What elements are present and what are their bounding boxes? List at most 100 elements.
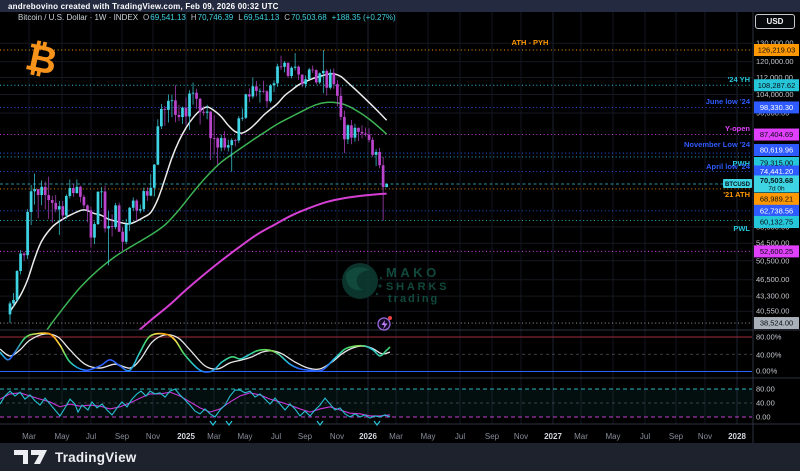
svg-text:Mar: Mar <box>389 432 403 441</box>
svg-text:120,000.00: 120,000.00 <box>756 57 794 66</box>
svg-text:Nov: Nov <box>146 432 160 441</box>
watermark-line2: SHARKS <box>386 281 449 293</box>
svg-text:40.00%: 40.00% <box>756 351 782 360</box>
open-label: O <box>143 13 150 22</box>
svg-text:June low '24: June low '24 <box>706 97 751 106</box>
close-value: 70,503.68 <box>291 13 327 22</box>
svg-text:2028: 2028 <box>728 432 746 441</box>
low-value: 69,541.13 <box>243 13 280 22</box>
svg-text:104,000.00: 104,000.00 <box>756 90 794 99</box>
watermark-line1: MAKO <box>386 265 440 280</box>
svg-text:80,619.96: 80,619.96 <box>760 146 793 155</box>
svg-text:52,600.25: 52,600.25 <box>760 247 793 256</box>
svg-text:April low '24: April low '24 <box>706 162 751 171</box>
svg-text:May: May <box>420 432 435 441</box>
time-scale[interactable]: Mar May Jul Sep Nov 2025 Mar May Jul Sep Nov 2026 Ma… <box>22 420 746 441</box>
svg-text:2026: 2026 <box>359 432 377 441</box>
open-value: 69,541.13 <box>150 13 186 22</box>
svg-text:70,503.68: 70,503.68 <box>760 176 793 185</box>
close-label: C <box>284 13 291 22</box>
svg-text:7d 0h: 7d 0h <box>768 185 785 192</box>
svg-text:Jul: Jul <box>271 432 281 441</box>
svg-text:PWL: PWL <box>733 224 750 233</box>
svg-text:68,989.21: 68,989.21 <box>760 195 793 204</box>
svg-text:0.00: 0.00 <box>756 413 771 422</box>
svg-text:Sep: Sep <box>485 432 500 441</box>
ma-magenta <box>137 192 387 330</box>
symbol-legend[interactable]: Bitcoin / U.S. Dollar · 1W · INDEX O 69,5… <box>18 13 396 22</box>
svg-text:80.00%: 80.00% <box>756 333 782 342</box>
svg-text:2025: 2025 <box>177 432 195 441</box>
svg-text:Mar: Mar <box>22 432 36 441</box>
watermark-shark-fin <box>345 267 370 291</box>
svg-text:Jul: Jul <box>86 432 96 441</box>
svg-text:50,500.00: 50,500.00 <box>756 256 789 265</box>
svg-text:Nov: Nov <box>698 432 712 441</box>
svg-text:Nov: Nov <box>514 432 528 441</box>
svg-text:ATH - PYH: ATH - PYH <box>512 38 549 47</box>
svg-text:60,132.75: 60,132.75 <box>760 218 793 227</box>
svg-text:2027: 2027 <box>544 432 562 441</box>
currency-toggle-button[interactable]: USD <box>755 14 795 29</box>
price-levels-layer <box>0 49 752 324</box>
lightning-icon <box>381 320 388 330</box>
attribution-text: andrebovino created with TradingView.com… <box>8 1 279 11</box>
svg-text:79,315.00: 79,315.00 <box>760 159 793 168</box>
svg-text:38,524.00: 38,524.00 <box>760 319 793 328</box>
svg-text:130,000.00: 130,000.00 <box>756 39 794 48</box>
watermark: MAKO SHARKS trading <box>342 263 449 305</box>
svg-text:Mar: Mar <box>207 432 221 441</box>
pane-separators <box>0 12 800 443</box>
svg-text:Jul: Jul <box>640 432 650 441</box>
svg-text:126,219.03: 126,219.03 <box>758 46 796 55</box>
svg-text:62,738.56: 62,738.56 <box>760 207 793 216</box>
svg-text:Nov: Nov <box>330 432 344 441</box>
svg-text:PWH: PWH <box>733 159 751 168</box>
high-value: 70,746.39 <box>197 13 234 22</box>
svg-text:Y-open: Y-open <box>725 124 750 133</box>
oscillator-panes-layer <box>0 332 753 419</box>
svg-text:98,330.30: 98,330.30 <box>760 103 793 112</box>
svg-text:112,000.00: 112,000.00 <box>756 73 793 82</box>
svg-text:80.00: 80.00 <box>756 385 775 394</box>
svg-text:'21 ATH: '21 ATH <box>723 190 750 199</box>
change-value: +188.35 (+0.27%) <box>331 13 396 22</box>
svg-text:'24 YH: '24 YH <box>728 75 751 84</box>
price-scale[interactable]: 130,000.00 120,000.00 112,000.00 104,000.00… <box>512 38 799 422</box>
markers-layer <box>377 316 392 331</box>
svg-text:BTCUSD: BTCUSD <box>725 182 751 188</box>
svg-text:November Low '24: November Low '24 <box>684 140 751 149</box>
attribution-bar: andrebovino created with TradingView.com… <box>0 0 800 12</box>
candles-layer <box>8 50 388 324</box>
svg-text:May: May <box>237 432 252 441</box>
svg-text:Mar: Mar <box>574 432 588 441</box>
svg-text:0.00%: 0.00% <box>756 367 778 376</box>
watermark-line3: trading <box>388 293 439 305</box>
svg-text:43,300.00: 43,300.00 <box>756 292 789 301</box>
tradingview-brand-text[interactable]: TradingView <box>55 449 137 465</box>
grid-layer <box>0 12 753 424</box>
svg-text:May: May <box>605 432 620 441</box>
svg-text:40.00: 40.00 <box>756 399 775 408</box>
svg-text:54,500.00: 54,500.00 <box>756 239 789 248</box>
svg-text:87,404.69: 87,404.69 <box>760 130 793 139</box>
svg-text:Sep: Sep <box>669 432 684 441</box>
symbol-title: Bitcoin / U.S. Dollar · 1W · INDEX <box>18 13 139 22</box>
svg-text:74,441.20: 74,441.20 <box>760 167 793 176</box>
svg-text:Sep: Sep <box>115 432 130 441</box>
svg-text:Jul: Jul <box>455 432 465 441</box>
svg-text:Sep: Sep <box>298 432 313 441</box>
notification-dot <box>388 316 392 320</box>
svg-text:May: May <box>54 432 69 441</box>
footer-bar: TradingView <box>0 443 800 471</box>
high-label: H <box>190 13 197 22</box>
svg-text:108,287.62: 108,287.62 <box>758 81 796 90</box>
low-label: L <box>238 13 243 22</box>
ma-white <box>9 72 388 312</box>
tradingview-logo-icon[interactable] <box>14 449 48 465</box>
svg-text:40,550.00: 40,550.00 <box>756 307 789 316</box>
svg-text:46,500.00: 46,500.00 <box>756 275 789 284</box>
ma-green <box>45 101 388 330</box>
